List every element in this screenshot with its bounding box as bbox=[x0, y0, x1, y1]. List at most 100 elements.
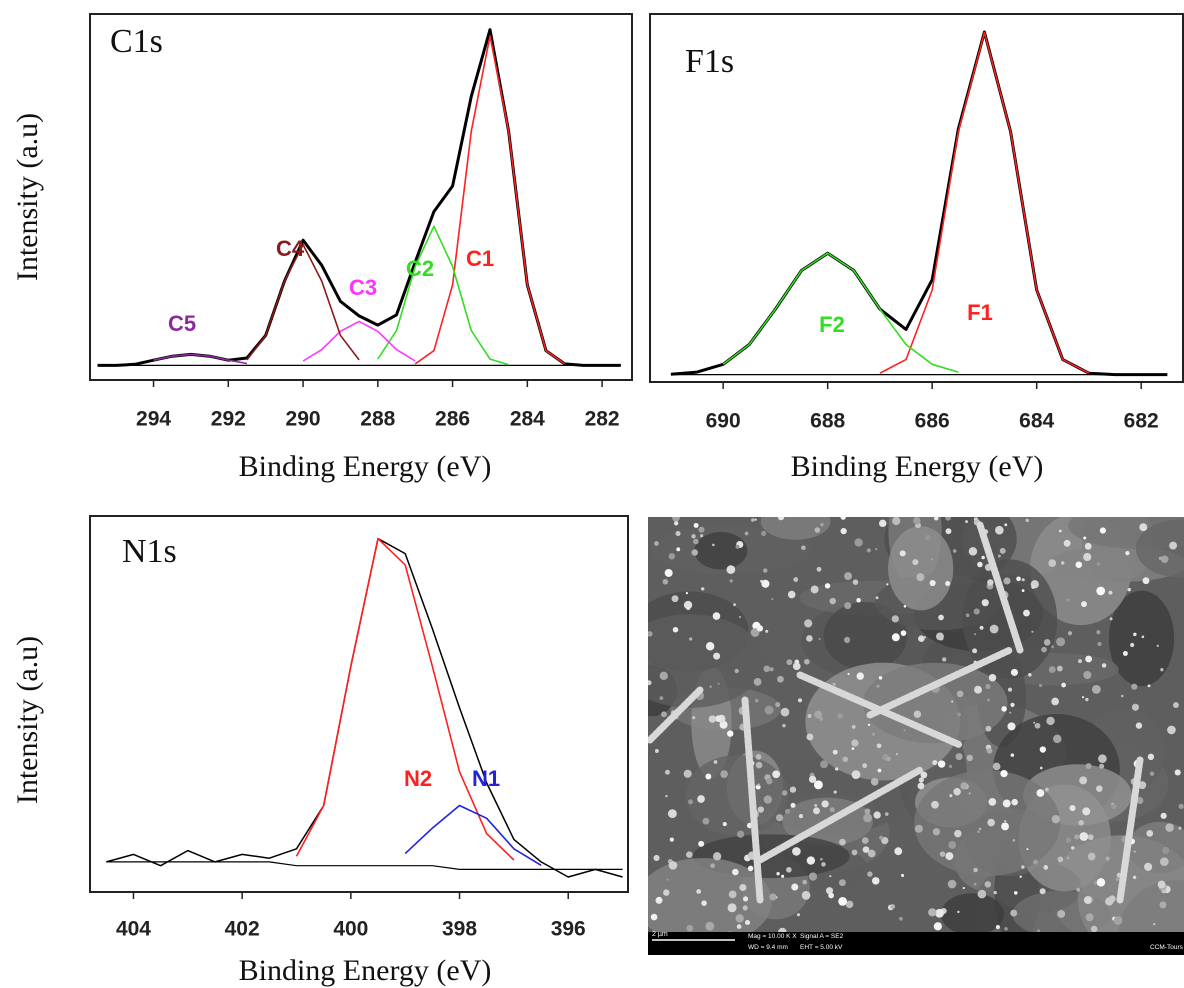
sem-particle bbox=[1058, 529, 1062, 533]
sem-particle bbox=[899, 550, 906, 557]
sem-particle bbox=[777, 517, 785, 521]
sem-particle bbox=[972, 648, 978, 654]
sem-particle bbox=[1105, 856, 1110, 861]
chart-title: N1s bbox=[122, 533, 177, 570]
sem-particle bbox=[769, 667, 774, 672]
sem-particle bbox=[1085, 763, 1092, 770]
sem-particle bbox=[895, 753, 898, 756]
sem-particle bbox=[1162, 846, 1170, 854]
sem-particle bbox=[763, 795, 772, 804]
peak-label: N1 bbox=[472, 766, 500, 791]
sem-particle bbox=[1010, 668, 1019, 676]
sem-particle bbox=[1136, 796, 1144, 805]
sem-particle bbox=[820, 857, 823, 861]
sem-particle bbox=[840, 527, 847, 535]
sem-particle bbox=[947, 879, 957, 889]
sem-grain bbox=[1135, 519, 1184, 578]
sem-particle bbox=[875, 548, 878, 551]
sem-particle bbox=[1025, 518, 1029, 523]
sem-particle bbox=[891, 615, 899, 623]
sem-particle bbox=[1111, 803, 1117, 810]
sem-particle bbox=[1051, 645, 1055, 649]
x-tick-label: 398 bbox=[442, 918, 477, 941]
peak-label: C2 bbox=[406, 256, 434, 281]
sem-particle bbox=[935, 908, 944, 918]
sem-particle bbox=[814, 710, 823, 719]
sem-particle bbox=[701, 900, 707, 906]
sem-particle bbox=[1016, 576, 1021, 582]
sem-particle bbox=[793, 577, 799, 582]
sem-particle bbox=[867, 723, 871, 727]
sem-particle bbox=[654, 749, 659, 753]
sem-particle bbox=[965, 520, 969, 524]
sem-particle bbox=[713, 652, 721, 660]
sem-particle bbox=[1063, 539, 1071, 547]
sem-particle bbox=[785, 808, 790, 814]
sem-particle bbox=[1141, 635, 1145, 639]
sem-particle bbox=[988, 673, 997, 682]
sem-particle bbox=[1135, 722, 1143, 729]
sem-particle bbox=[845, 900, 854, 909]
sem-particle bbox=[1021, 589, 1025, 592]
sem-particle bbox=[891, 633, 900, 642]
sem-particle bbox=[1098, 754, 1107, 764]
sem-particle bbox=[653, 854, 660, 862]
sem-particle bbox=[1051, 814, 1061, 824]
sem-particle bbox=[756, 625, 764, 632]
x-tick-label: 690 bbox=[706, 410, 741, 433]
sem-particle bbox=[1167, 725, 1176, 735]
component-line bbox=[404, 804, 542, 866]
sem-particle bbox=[1075, 561, 1083, 568]
sem-particle bbox=[763, 568, 768, 573]
sem-particle bbox=[851, 849, 858, 856]
x-tick-label: 682 bbox=[1124, 410, 1159, 433]
sem-grain bbox=[685, 755, 789, 836]
sem-particle bbox=[661, 711, 667, 718]
sem-particle bbox=[847, 672, 850, 676]
sem-particle bbox=[701, 587, 705, 591]
sem-particle bbox=[742, 896, 749, 902]
sem-particle bbox=[751, 518, 755, 522]
sem-particle bbox=[755, 754, 762, 760]
plot-frame bbox=[649, 13, 1184, 383]
sem-particle bbox=[713, 760, 718, 764]
sem-particle bbox=[939, 851, 946, 857]
sem-particle bbox=[861, 837, 869, 844]
sem-particle bbox=[698, 840, 705, 847]
sem-particle bbox=[973, 867, 978, 873]
sem-particle bbox=[797, 698, 803, 703]
sem-particle bbox=[796, 913, 801, 917]
component-line bbox=[246, 243, 360, 361]
sem-particle bbox=[806, 856, 816, 865]
sem-particle bbox=[878, 519, 887, 528]
sem-particle bbox=[829, 875, 832, 878]
sem-particle bbox=[928, 908, 937, 917]
sem-particle bbox=[1004, 820, 1007, 823]
sem-particle bbox=[934, 517, 939, 521]
sem-particle bbox=[705, 641, 715, 651]
sem-particle bbox=[1002, 799, 1011, 808]
sem-particle bbox=[1147, 753, 1155, 760]
sem-particle bbox=[876, 743, 882, 749]
sem-particle bbox=[733, 603, 736, 607]
sem-particle bbox=[862, 846, 870, 853]
sem-particle bbox=[1096, 878, 1106, 887]
sem-particle bbox=[672, 626, 679, 633]
sem-particle bbox=[877, 768, 882, 773]
sem-particle bbox=[957, 910, 960, 914]
sem-image: 2 µm Mag = 10.00 K X Signal A = SE2 WD = 9.… bbox=[648, 517, 1184, 955]
sem-particle bbox=[801, 891, 811, 900]
peak-label: F1 bbox=[967, 300, 993, 325]
sem-particle bbox=[747, 865, 754, 872]
sem-particle bbox=[825, 887, 834, 895]
sem-particle bbox=[1004, 523, 1008, 527]
sem-particle bbox=[708, 715, 717, 723]
sem-particle bbox=[956, 690, 964, 698]
sem-particle bbox=[1046, 716, 1055, 726]
sem-particle bbox=[942, 657, 947, 662]
sem-particle bbox=[1096, 562, 1101, 566]
sem-particle bbox=[968, 792, 971, 795]
plot-frame bbox=[89, 515, 629, 893]
x-tick-label: 282 bbox=[585, 408, 620, 431]
